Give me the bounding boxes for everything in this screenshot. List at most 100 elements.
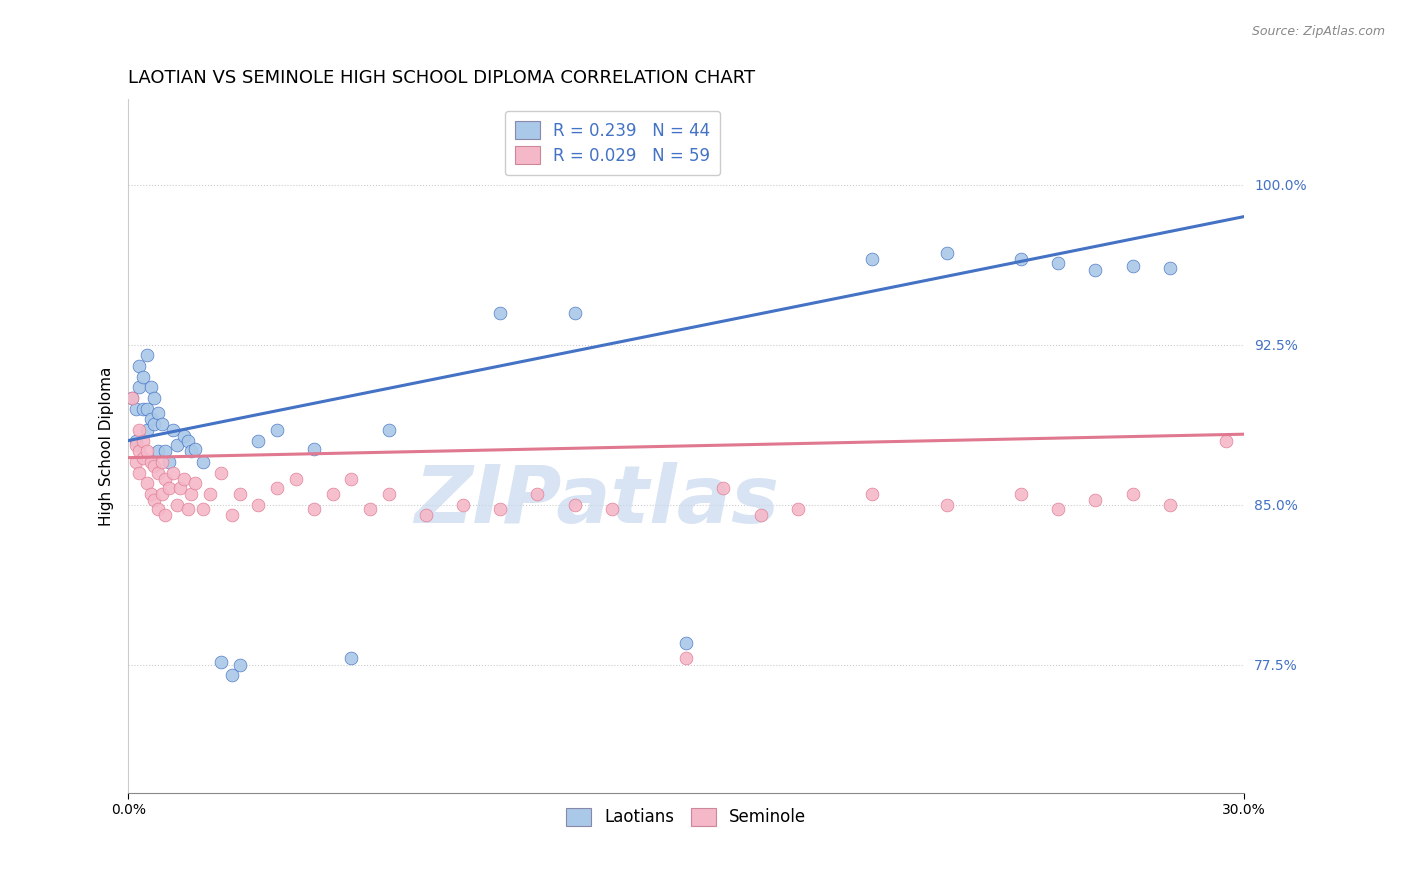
Text: LAOTIAN VS SEMINOLE HIGH SCHOOL DIPLOMA CORRELATION CHART: LAOTIAN VS SEMINOLE HIGH SCHOOL DIPLOMA … <box>128 69 755 87</box>
Point <box>125 401 148 416</box>
Point <box>304 501 326 516</box>
Point <box>132 450 155 465</box>
Point <box>157 481 180 495</box>
Point <box>155 508 177 523</box>
Point <box>150 417 173 431</box>
Point <box>146 466 169 480</box>
Point <box>191 455 214 469</box>
Point <box>150 455 173 469</box>
Point <box>451 498 474 512</box>
Point <box>564 498 586 512</box>
Point <box>128 466 150 480</box>
Point <box>675 651 697 665</box>
Point <box>166 498 188 512</box>
Point <box>1159 498 1181 512</box>
Point <box>128 380 150 394</box>
Point <box>184 476 207 491</box>
Point <box>128 423 150 437</box>
Point <box>526 487 548 501</box>
Point <box>125 438 148 452</box>
Point <box>173 429 195 443</box>
Point <box>135 348 157 362</box>
Point <box>713 481 735 495</box>
Point <box>121 391 143 405</box>
Point <box>489 305 512 319</box>
Point <box>166 438 188 452</box>
Point <box>304 442 326 456</box>
Point <box>135 444 157 458</box>
Point <box>125 434 148 448</box>
Point <box>155 472 177 486</box>
Point <box>139 487 162 501</box>
Point <box>162 466 184 480</box>
Point <box>157 455 180 469</box>
Point <box>139 380 162 394</box>
Point <box>229 657 252 672</box>
Point <box>1010 252 1032 267</box>
Point <box>1215 434 1237 448</box>
Point <box>162 423 184 437</box>
Point <box>143 391 166 405</box>
Point <box>128 359 150 373</box>
Point <box>860 487 883 501</box>
Point <box>180 487 202 501</box>
Point <box>415 508 437 523</box>
Point <box>143 493 166 508</box>
Point <box>284 472 307 486</box>
Point <box>125 455 148 469</box>
Point <box>150 487 173 501</box>
Point <box>146 444 169 458</box>
Point <box>177 434 200 448</box>
Point <box>169 481 191 495</box>
Point <box>191 501 214 516</box>
Point <box>1084 493 1107 508</box>
Point <box>322 487 344 501</box>
Point <box>786 501 808 516</box>
Point <box>489 501 512 516</box>
Point <box>135 476 157 491</box>
Point <box>146 406 169 420</box>
Point <box>749 508 772 523</box>
Point <box>564 305 586 319</box>
Point <box>184 442 207 456</box>
Point <box>209 466 232 480</box>
Point <box>135 401 157 416</box>
Point <box>221 508 243 523</box>
Point <box>139 455 162 469</box>
Point <box>247 498 270 512</box>
Point <box>359 501 381 516</box>
Point <box>1084 263 1107 277</box>
Text: ZIPatlas: ZIPatlas <box>415 462 779 541</box>
Point <box>1122 259 1144 273</box>
Point <box>135 423 157 437</box>
Point <box>1122 487 1144 501</box>
Point <box>177 501 200 516</box>
Point <box>935 245 957 260</box>
Point <box>155 444 177 458</box>
Point <box>198 487 221 501</box>
Point <box>221 668 243 682</box>
Point <box>229 487 252 501</box>
Point <box>377 487 399 501</box>
Point <box>266 481 288 495</box>
Point <box>132 369 155 384</box>
Point <box>1047 256 1070 270</box>
Point <box>132 401 155 416</box>
Point <box>266 423 288 437</box>
Point <box>1047 501 1070 516</box>
Point <box>209 656 232 670</box>
Point <box>180 444 202 458</box>
Point <box>860 252 883 267</box>
Point <box>128 444 150 458</box>
Legend: Laotians, Seminole: Laotians, Seminole <box>560 801 813 833</box>
Point <box>139 412 162 426</box>
Point <box>1159 260 1181 275</box>
Point <box>143 459 166 474</box>
Point <box>340 472 363 486</box>
Point <box>600 501 623 516</box>
Point <box>132 434 155 448</box>
Point <box>675 636 697 650</box>
Point <box>377 423 399 437</box>
Point <box>247 434 270 448</box>
Point <box>121 391 143 405</box>
